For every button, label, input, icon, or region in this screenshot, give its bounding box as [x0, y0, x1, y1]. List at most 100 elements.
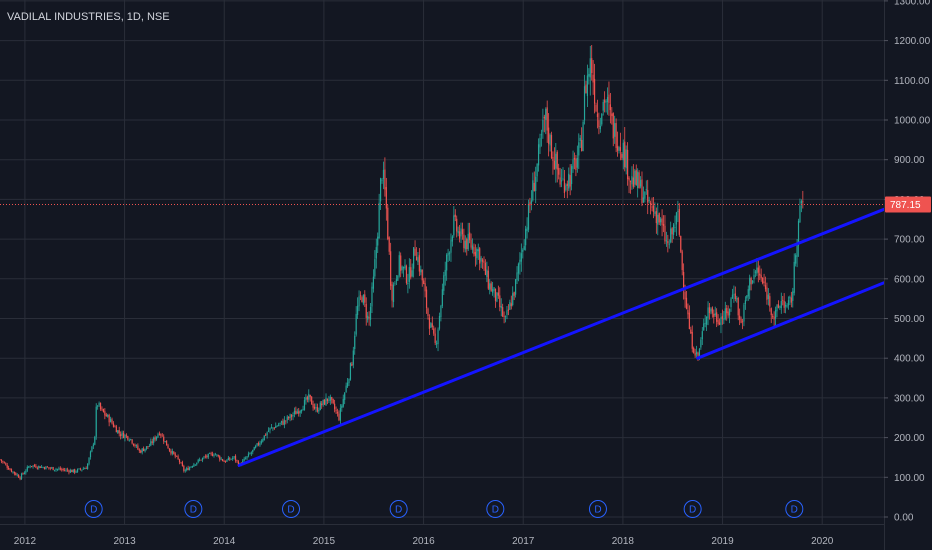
candle-body — [104, 411, 106, 416]
dividend-marker[interactable]: D — [785, 500, 804, 518]
candle-body — [535, 176, 537, 191]
last-price-value: 787.15 — [890, 200, 921, 211]
candle-body — [481, 259, 484, 262]
candle-body — [204, 456, 206, 458]
candle-body — [483, 261, 485, 263]
candle-body — [35, 465, 37, 468]
candle-body — [641, 179, 643, 204]
candle-body — [64, 470, 66, 471]
candle-body — [306, 396, 308, 400]
dividend-marker[interactable]: D — [184, 500, 203, 518]
candle-body — [687, 310, 689, 315]
candle-body — [325, 397, 327, 406]
dividend-marker[interactable]: D — [683, 500, 702, 518]
candle-body — [252, 449, 254, 453]
y-tick-label: 600.00 — [894, 274, 925, 285]
candle-body — [695, 351, 698, 355]
candle-body — [117, 430, 119, 433]
candle-body — [151, 441, 153, 443]
candle-body — [250, 452, 252, 454]
candle-body — [233, 456, 235, 458]
candle-body — [730, 298, 732, 308]
y-tick-label: 1300.00 — [894, 0, 931, 7]
candle-body — [359, 295, 362, 297]
dividend-marker-circle — [282, 500, 301, 518]
dividend-marker-label: D — [689, 505, 696, 516]
candle-body — [378, 202, 380, 239]
candle-body — [605, 101, 607, 103]
candle-body — [256, 443, 258, 446]
candle-body — [754, 271, 757, 273]
candle-body — [740, 319, 742, 323]
candle-body — [786, 305, 788, 307]
candle-body — [661, 218, 663, 225]
candle-body — [135, 445, 138, 447]
candle-body — [583, 86, 586, 121]
candle-body — [446, 254, 448, 271]
candle-body — [138, 449, 140, 451]
candle-body — [664, 225, 666, 242]
candle-body — [525, 228, 527, 246]
candle-body — [616, 146, 619, 151]
candle-body — [539, 137, 541, 148]
candle-body — [779, 306, 781, 308]
candle-body — [118, 430, 120, 434]
dividend-marker[interactable]: D — [588, 500, 607, 518]
candle-body — [787, 300, 790, 306]
y-tick-label: 1000.00 — [894, 116, 931, 127]
candle-body — [176, 455, 178, 457]
candle-body — [161, 435, 163, 437]
candle-body — [464, 240, 466, 250]
candle-body — [227, 457, 229, 461]
dividend-marker[interactable]: D — [84, 500, 103, 518]
candle-body — [753, 274, 755, 279]
time-axis[interactable] — [0, 524, 884, 550]
trendlines — [0, 204, 886, 467]
candle-body — [573, 157, 576, 160]
candle-body — [458, 231, 461, 239]
candle-body — [98, 403, 100, 406]
trendline-1[interactable] — [237, 207, 886, 467]
candle-body — [654, 211, 656, 214]
dividend-marker[interactable]: D — [389, 500, 408, 518]
candle-body — [688, 312, 690, 329]
candle-body — [504, 316, 507, 318]
candle-body — [102, 408, 105, 413]
candle-body — [697, 352, 699, 356]
dividend-marker[interactable]: D — [282, 500, 301, 518]
candle-body — [137, 445, 139, 450]
candle-body — [579, 137, 581, 142]
candle-body — [127, 436, 129, 440]
candle-body — [282, 421, 284, 425]
candle-body — [629, 181, 632, 183]
x-tick-label: 2014 — [213, 536, 236, 547]
candle-body — [415, 256, 418, 261]
candle-body — [440, 305, 442, 318]
dividend-marker[interactable]: D — [486, 500, 505, 518]
trendline-2[interactable] — [696, 281, 886, 360]
candle-body — [20, 473, 23, 479]
candle-body — [536, 163, 538, 177]
candle-body — [660, 218, 662, 223]
candle-body — [78, 468, 80, 470]
candle-body — [265, 434, 267, 436]
candle-body — [453, 215, 455, 236]
candle-body — [578, 142, 580, 156]
candle-body — [602, 102, 604, 111]
dividend-marker-circle — [683, 500, 702, 518]
candle-body — [717, 320, 719, 324]
candle-body — [0, 459, 1, 461]
candle-body — [260, 441, 262, 443]
dividend-marker-circle — [184, 500, 203, 518]
x-tick-label: 2012 — [14, 536, 37, 547]
price-axis[interactable] — [884, 0, 932, 550]
candle-body — [183, 465, 185, 471]
candle-body — [115, 426, 117, 433]
candle-body — [563, 179, 566, 193]
candle-body — [677, 210, 679, 212]
candle-body — [374, 259, 376, 277]
candle-body — [497, 292, 499, 296]
candle-body — [266, 432, 268, 436]
